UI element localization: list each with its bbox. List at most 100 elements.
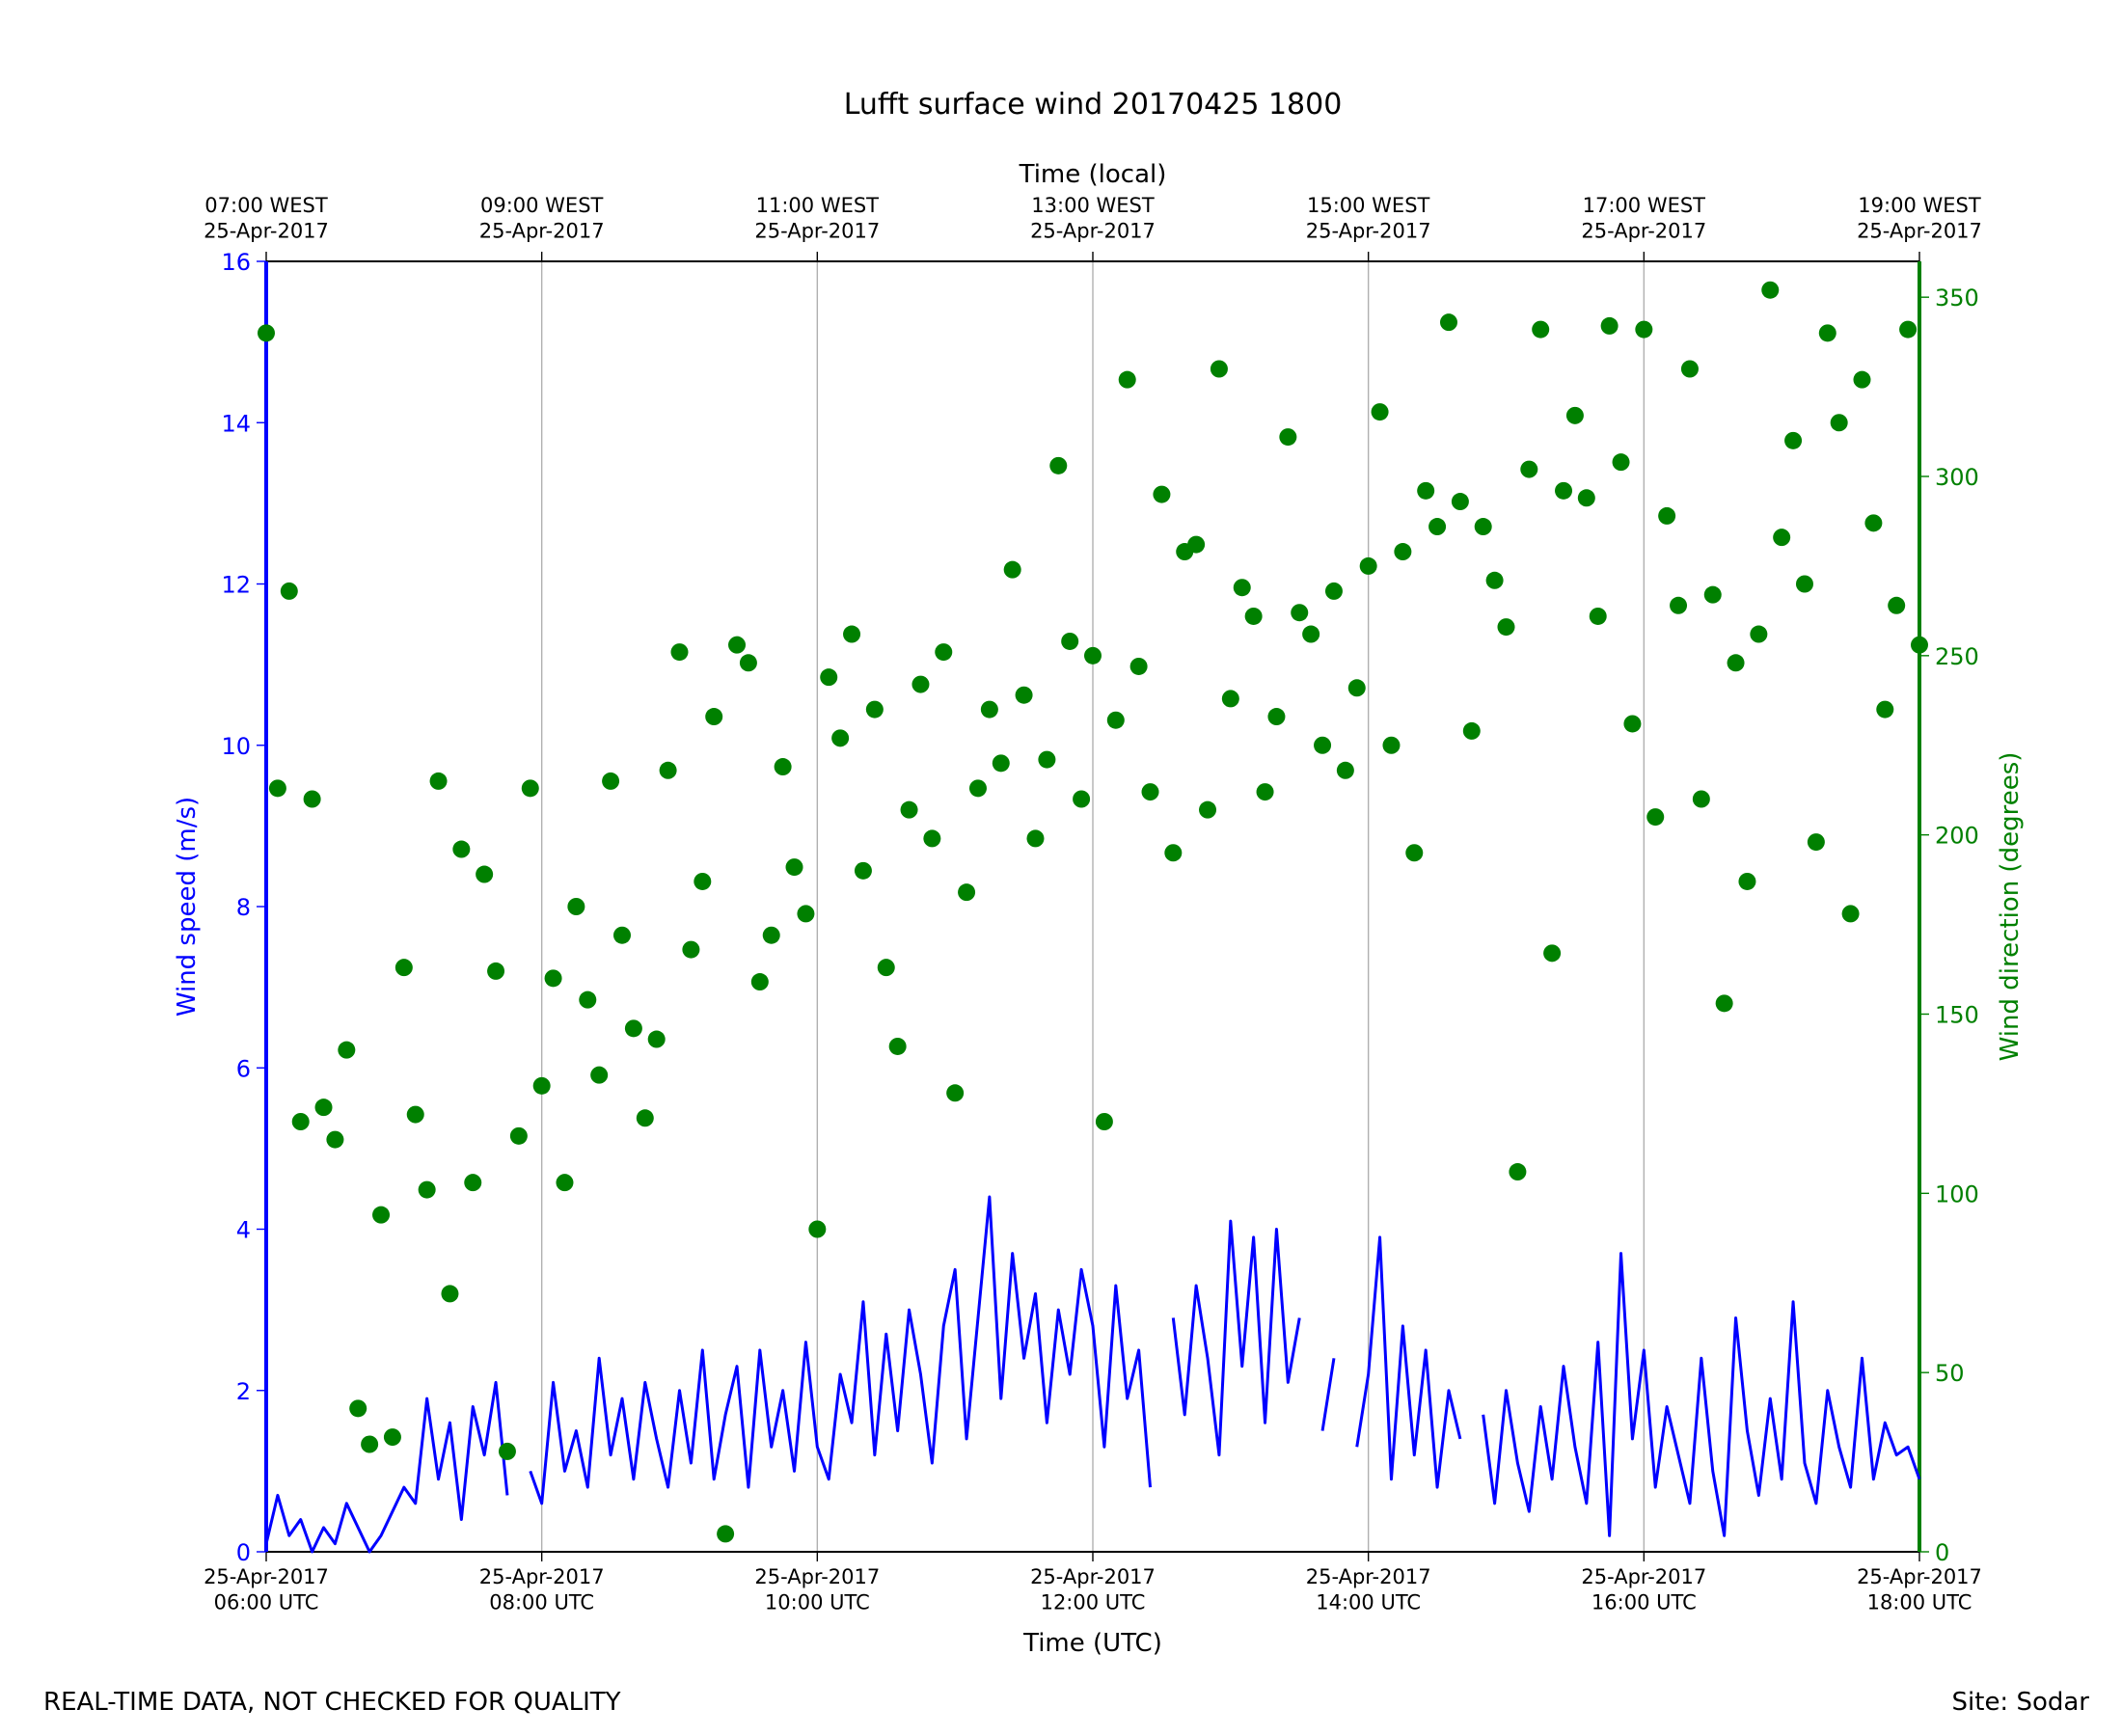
y-tick-label: 12 xyxy=(221,572,251,599)
wind-direction-point xyxy=(820,668,838,687)
wind-direction-point xyxy=(579,990,597,1009)
wind-direction-point xyxy=(1692,790,1710,808)
wind-direction-point xyxy=(659,761,677,779)
wind-direction-point xyxy=(865,700,884,719)
wind-direction-point xyxy=(1784,431,1803,449)
wind-direction-point xyxy=(1520,460,1538,478)
wind-direction-point xyxy=(1015,686,1033,704)
wind-direction-point xyxy=(338,1041,356,1059)
x2-tick-label: 11:00 WEST 25-Apr-2017 xyxy=(754,194,880,242)
wind-direction-point xyxy=(1026,829,1045,848)
wind-direction-point xyxy=(349,1399,367,1418)
wind-direction-point xyxy=(1727,654,1745,672)
y2-tick-label: 300 xyxy=(1935,464,1979,491)
wind-direction-point xyxy=(1623,715,1642,733)
wind-direction-point xyxy=(808,1220,827,1238)
wind-direction-point xyxy=(1497,618,1515,637)
wind-direction-point xyxy=(602,772,620,790)
wind-direction-point xyxy=(1911,636,1928,654)
wind-direction-point xyxy=(590,1066,609,1084)
wind-direction-point xyxy=(1038,750,1056,769)
wind-direction-point xyxy=(762,926,780,944)
wind-direction-point xyxy=(1600,316,1619,335)
x-tick-label: 25-Apr-2017 06:00 UTC xyxy=(204,1565,329,1614)
wind-direction-point xyxy=(1439,313,1457,332)
wind-direction-point xyxy=(1646,808,1665,827)
wind-direction-point xyxy=(1347,679,1366,697)
x2-tick-label: 15:00 WEST 25-Apr-2017 xyxy=(1306,194,1431,242)
wind-direction-point xyxy=(728,636,747,654)
wind-direction-point xyxy=(1703,585,1722,604)
wind-direction-point xyxy=(1761,281,1780,299)
wind-direction-point xyxy=(682,940,700,959)
wind-direction-point xyxy=(314,1099,333,1117)
wind-direction-point xyxy=(1267,708,1286,726)
y-tick-label: 4 xyxy=(236,1217,251,1244)
wind-direction-point xyxy=(968,779,987,798)
wind-direction-point xyxy=(1658,506,1676,525)
wind-direction-point xyxy=(1807,833,1825,852)
wind-direction-point xyxy=(1509,1163,1527,1181)
wind-direction-point xyxy=(394,959,413,977)
wind-direction-point xyxy=(361,1435,379,1453)
wind-direction-point xyxy=(418,1180,436,1199)
wind-direction-point xyxy=(1750,625,1768,643)
wind-direction-point xyxy=(452,840,471,858)
wind-direction-point xyxy=(521,779,539,798)
wind-direction-point xyxy=(1324,582,1343,600)
wind-direction-point xyxy=(797,905,815,923)
wind-direction-point xyxy=(647,1030,666,1048)
wind-direction-point xyxy=(326,1130,344,1149)
wind-direction-point xyxy=(1773,529,1791,547)
wind-direction-point xyxy=(1233,579,1251,597)
wind-direction-point xyxy=(946,1084,965,1102)
wind-direction-point xyxy=(280,582,298,600)
wind-direction-point xyxy=(785,858,803,877)
wind-direction-point xyxy=(1073,790,1091,808)
wind-direction-point xyxy=(532,1076,551,1095)
wind-direction-point xyxy=(1187,535,1206,554)
x-tick-label: 25-Apr-2017 12:00 UTC xyxy=(1030,1565,1156,1614)
x2-tick-label: 19:00 WEST 25-Apr-2017 xyxy=(1857,194,1982,242)
wind-direction-point xyxy=(717,1525,735,1543)
wind-direction-point xyxy=(636,1109,654,1127)
wind-direction-point xyxy=(1153,485,1171,503)
wind-direction-point xyxy=(935,643,953,662)
wind-direction-point xyxy=(1003,560,1021,579)
x-tick-label: 25-Apr-2017 10:00 UTC xyxy=(754,1565,880,1614)
footer-note: REAL-TIME DATA, NOT CHECKED FOR QUALITY xyxy=(43,1688,621,1717)
wind-direction-point xyxy=(1256,783,1274,801)
wind-direction-point xyxy=(1279,428,1297,447)
x-tick-label: 25-Apr-2017 16:00 UTC xyxy=(1581,1565,1706,1614)
wind-direction-point xyxy=(258,324,275,342)
wind-direction-point xyxy=(1565,406,1584,424)
y-tick-label: 6 xyxy=(236,1055,251,1082)
wind-direction-point xyxy=(1428,518,1447,536)
wind-direction-point xyxy=(1118,370,1136,389)
wind-direction-point xyxy=(1738,872,1756,890)
wind-direction-point xyxy=(1106,711,1125,729)
y2-tick-label: 200 xyxy=(1935,823,1979,850)
x2-tick-label: 17:00 WEST 25-Apr-2017 xyxy=(1581,194,1706,242)
wind-direction-point xyxy=(1164,844,1183,862)
wind-direction-point xyxy=(556,1174,574,1192)
wind-direction-point xyxy=(372,1206,391,1224)
wind-direction-point xyxy=(877,959,895,977)
wind-direction-point xyxy=(670,643,689,662)
wind-direction-point xyxy=(923,829,941,848)
y2-tick-label: 100 xyxy=(1935,1180,1979,1207)
y-tick-label: 2 xyxy=(236,1378,251,1405)
wind-direction-point xyxy=(1049,456,1068,475)
wind-direction-point xyxy=(911,675,930,693)
wind-direction-point xyxy=(1841,905,1860,923)
wind-direction-point xyxy=(464,1174,482,1192)
wind-direction-point xyxy=(1680,360,1699,378)
wind-direction-point xyxy=(498,1442,516,1460)
wind-direction-point xyxy=(612,926,631,944)
wind-direction-point xyxy=(1818,324,1836,342)
x-tick-label: 25-Apr-2017 14:00 UTC xyxy=(1306,1565,1431,1614)
wind-direction-point xyxy=(1864,514,1883,532)
x-axis-label: Time (UTC) xyxy=(1022,1629,1162,1658)
wind-speed-line xyxy=(264,1195,1921,1554)
